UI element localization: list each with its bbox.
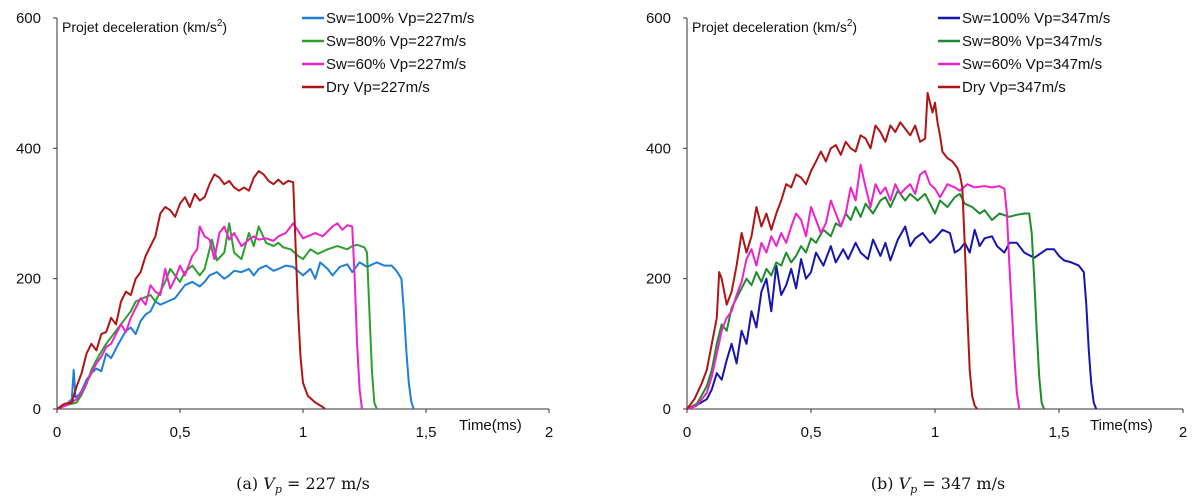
x-tick-label: 2 bbox=[1179, 424, 1187, 441]
legend-label: Dry Vp=227m/s bbox=[326, 79, 430, 96]
series-line-sw-80-vp-227m-s bbox=[56, 222, 378, 410]
series-line-dry-vp-227m-s bbox=[56, 170, 326, 410]
y-tick-label: 400 bbox=[16, 140, 41, 157]
y-tick-label: 600 bbox=[646, 10, 671, 27]
y-tick-label: 0 bbox=[663, 401, 671, 418]
x-tick-label: 1 bbox=[931, 424, 939, 441]
legend-label: Sw=60% Vp=347m/s bbox=[962, 56, 1102, 73]
chart-a: 0 200 400 600 0 0,5 1 1,5 2 Time(ms) Projet decele… bbox=[16, 10, 553, 496]
series-line-sw-80-vp-347m-s bbox=[686, 189, 1046, 410]
legend-label: Sw=100% Vp=227m/s bbox=[326, 10, 474, 27]
legend-label: Sw=100% Vp=347m/s bbox=[962, 10, 1110, 27]
series-line-sw-100-vp-347m-s bbox=[686, 225, 1098, 410]
x-tick-label: 0 bbox=[53, 424, 61, 441]
y-tick-label: 200 bbox=[646, 271, 671, 288]
chart-b: 0 200 400 600 0 0,5 1 1,5 2 Time(ms) Projet decele… bbox=[646, 10, 1187, 496]
series-line-sw-100-vp-227m-s bbox=[56, 261, 415, 410]
legend-label: Sw=60% Vp=227m/s bbox=[326, 56, 466, 73]
x-tick-label: 1 bbox=[299, 424, 307, 441]
x-axis-label: Time(ms) bbox=[459, 417, 522, 434]
x-tick-label: 2 bbox=[545, 424, 553, 441]
legend-label: Sw=80% Vp=347m/s bbox=[962, 33, 1102, 50]
x-axis-label: Time(ms) bbox=[1090, 417, 1153, 434]
legend: Sw=100% Vp=347m/s Sw=80% Vp=347m/s Sw=60% … bbox=[938, 10, 1110, 96]
legend: Sw=100% Vp=227m/s Sw=80% Vp=227m/s Sw=60% … bbox=[302, 10, 474, 96]
y-tick-label: 600 bbox=[16, 10, 41, 27]
plot-title: Projet deceleration (km/s2) bbox=[62, 18, 227, 35]
series-line-sw-60-vp-347m-s bbox=[686, 163, 1021, 410]
figure-caption: (a) Vp = 227 m/s bbox=[236, 474, 370, 496]
x-tick-label: 0,5 bbox=[170, 424, 191, 441]
legend-label: Sw=80% Vp=227m/s bbox=[326, 33, 466, 50]
legend-label: Dry Vp=347m/s bbox=[962, 79, 1066, 96]
y-tick-label: 0 bbox=[33, 401, 41, 418]
x-tick-label: 1,5 bbox=[416, 424, 437, 441]
y-tick-label: 400 bbox=[646, 140, 671, 157]
x-tick-label: 1,5 bbox=[1049, 424, 1070, 441]
x-tick-label: 0 bbox=[683, 424, 691, 441]
y-tick-label: 200 bbox=[16, 271, 41, 288]
plot-title: Projet deceleration (km/s2) bbox=[692, 18, 857, 35]
x-tick-label: 0,5 bbox=[801, 424, 822, 441]
series-line-dry-vp-347m-s bbox=[686, 91, 978, 410]
series-line-sw-60-vp-227m-s bbox=[56, 222, 363, 410]
figure-caption: (b) Vp = 347 m/s bbox=[871, 474, 1005, 496]
